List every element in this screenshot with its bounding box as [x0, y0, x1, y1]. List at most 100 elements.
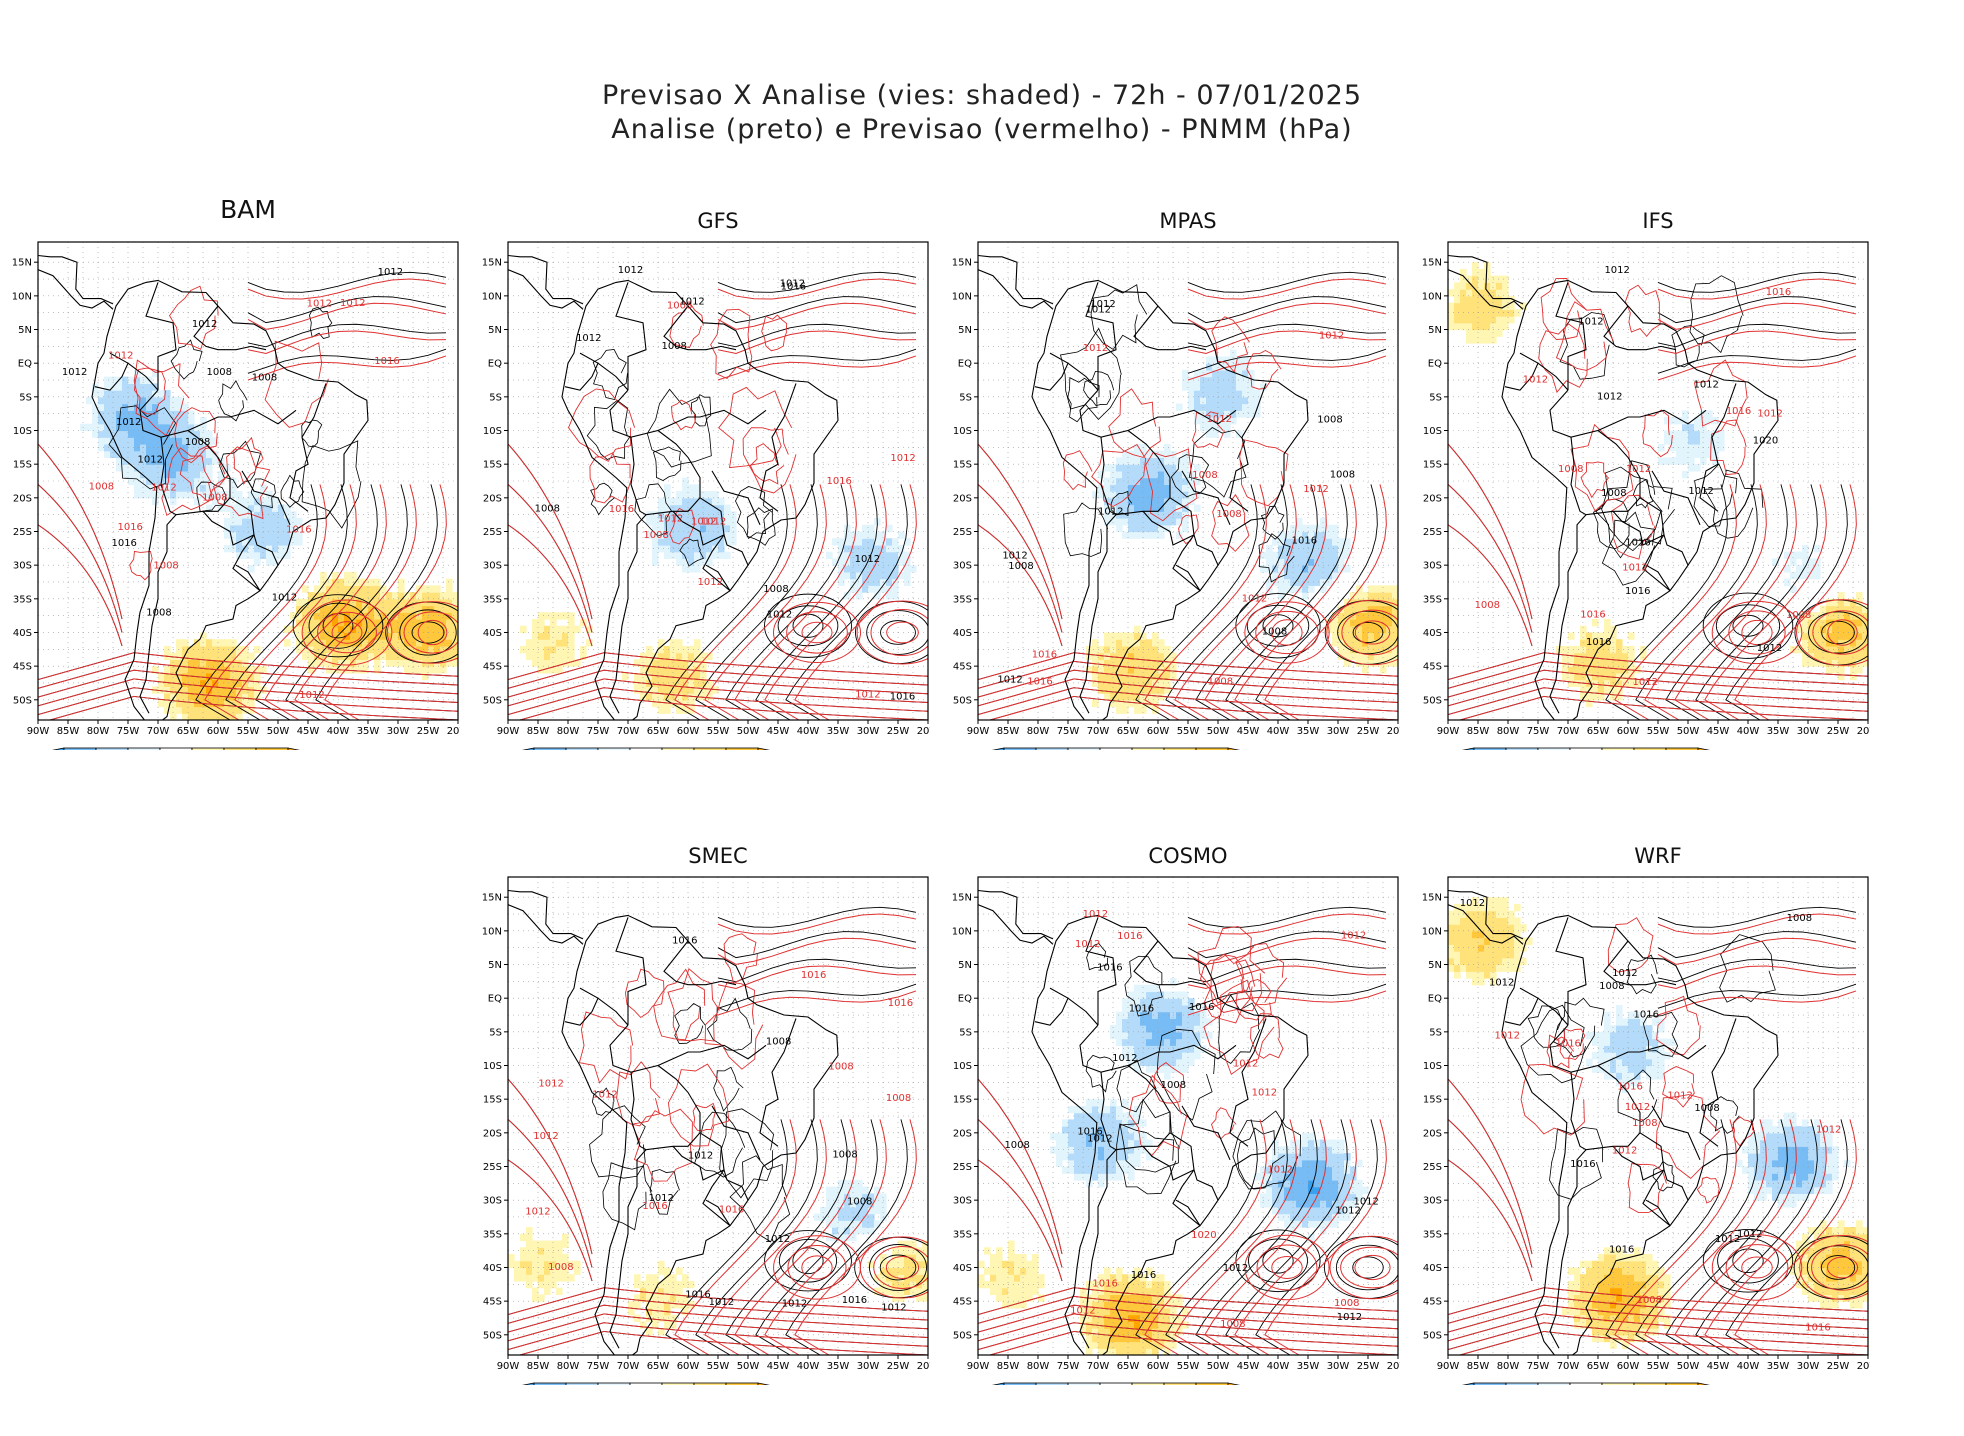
contour-label: 1008 [1330, 470, 1355, 481]
coastline-central-america [978, 254, 1054, 305]
bias-cell [1700, 423, 1707, 432]
bias-cell [1134, 450, 1141, 459]
bias-cell [140, 390, 147, 398]
contour-label: 1016 [842, 1295, 867, 1306]
bias-cell [1146, 693, 1153, 701]
bias-cell [1158, 464, 1165, 472]
bias-cell [1146, 1321, 1153, 1329]
bias-cell [1302, 571, 1309, 580]
bias-cell [1140, 991, 1147, 999]
bias-cell [1362, 659, 1369, 667]
isobar [508, 660, 928, 689]
bias-cell [266, 544, 273, 553]
bias-cell [266, 518, 273, 526]
contour-label: 1012 [151, 483, 176, 494]
bias-cell [1134, 625, 1141, 634]
bias-cell [440, 592, 447, 600]
bias-cell [1134, 1052, 1141, 1060]
y-tick-label: 50S [13, 695, 32, 706]
bias-cell [1140, 464, 1147, 472]
bias-cell [1514, 309, 1521, 317]
isobar [695, 1119, 818, 1355]
bias-cell [1116, 497, 1123, 506]
bias-cell [446, 625, 453, 634]
bias-cell [182, 645, 189, 654]
bias-cell [1008, 1287, 1015, 1296]
bias-cell [1320, 1179, 1327, 1188]
bias-cell [1374, 632, 1381, 640]
bias-cell [158, 396, 165, 405]
bias-cell [104, 403, 111, 411]
bias-cell [664, 497, 671, 506]
isobar [508, 1304, 928, 1333]
bias-cell [874, 565, 881, 573]
bias-cell [1164, 511, 1171, 519]
isobar [247, 330, 447, 355]
bias-cell [1224, 403, 1231, 411]
bias-cell [838, 1179, 845, 1188]
bias-cell [892, 1267, 899, 1275]
bias-cell [1248, 410, 1255, 418]
country-border [253, 534, 279, 566]
bias-cell [218, 706, 225, 714]
bias-cell [344, 592, 351, 600]
bias-cell [574, 1267, 581, 1275]
bias-cell [1356, 619, 1363, 627]
bias-cell [688, 491, 695, 499]
bias-cell [1338, 1206, 1345, 1215]
bias-cell [320, 659, 327, 667]
country-border [1079, 1149, 1117, 1349]
bias-cell [206, 504, 213, 512]
bias-cell [664, 1280, 671, 1289]
isobar [665, 1119, 788, 1355]
bias-cell [1140, 998, 1147, 1006]
bias-cell [182, 443, 189, 452]
bias-cell [122, 450, 129, 459]
bias-cell [158, 390, 165, 398]
bias-cell [368, 578, 375, 586]
y-tick-label: 35S [1423, 594, 1442, 605]
bias-cell [886, 524, 893, 533]
bias-cell [194, 484, 201, 492]
bias-cell [1134, 679, 1141, 687]
y-tick-label: 50S [483, 695, 502, 706]
bias-cell [284, 518, 291, 526]
bias-cell [1224, 390, 1231, 398]
isobar [652, 446, 682, 481]
bias-cell [1260, 551, 1267, 560]
bias-cell [1472, 268, 1479, 277]
isobar [1703, 469, 1764, 539]
y-tick-label: 15N [482, 258, 502, 269]
bias-cell [844, 558, 851, 566]
bias-cell [868, 585, 875, 593]
isobar [1116, 1059, 1157, 1113]
isobar [631, 1108, 693, 1182]
bias-cell [706, 491, 713, 499]
bias-cell [206, 652, 213, 661]
bias-cell [1380, 652, 1387, 661]
country-border [1193, 534, 1219, 566]
bias-cell [1790, 551, 1797, 560]
bias-cell [1134, 652, 1141, 661]
bias-cell [1164, 1058, 1171, 1067]
bias-cell [532, 1260, 539, 1269]
bias-cell [1820, 639, 1827, 647]
contour-label: 1008 [667, 300, 692, 311]
bias-cell [1832, 666, 1839, 674]
bias-cell [1386, 605, 1393, 613]
isobar [508, 524, 593, 647]
bias-cell [814, 1213, 821, 1221]
bias-cell [1502, 309, 1509, 317]
bias-cell [1332, 625, 1339, 634]
bias-cell [206, 699, 213, 708]
bias-cell [652, 659, 659, 667]
bias-cell [838, 1213, 845, 1221]
bias-cell [248, 699, 255, 708]
bias-cell [1272, 1193, 1279, 1201]
bias-cell [1092, 1301, 1099, 1309]
bias-cell [368, 645, 375, 654]
bias-cell [886, 578, 893, 586]
isobar [764, 484, 887, 720]
bias-cell [1146, 484, 1153, 492]
bias-cell [1164, 457, 1171, 465]
